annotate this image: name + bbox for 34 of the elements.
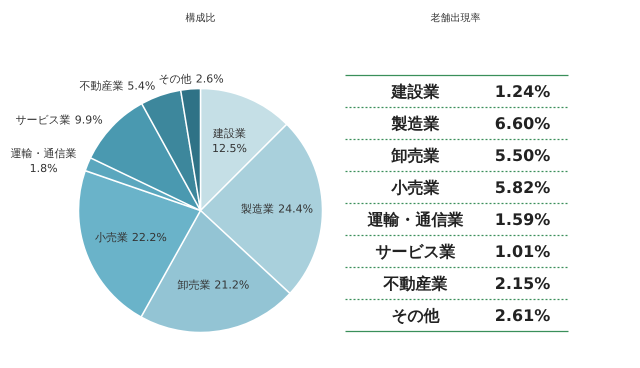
data-label: 24.4% <box>278 202 314 216</box>
data-label: 21.2% <box>214 278 250 292</box>
slice-label: サービス業 <box>16 114 71 127</box>
data-label: 9.9% <box>74 114 103 127</box>
data-label: 1.59% <box>494 210 550 229</box>
slice-label: その他 <box>158 72 192 86</box>
slice-label: 小売業 <box>94 230 128 244</box>
data-label: 1.24% <box>494 82 550 101</box>
chart-title: 構成比 <box>186 12 216 24</box>
category-label: 不動産業 <box>382 274 448 293</box>
data-label: 2.61% <box>494 306 550 325</box>
slice-label: 運輸・通信業 <box>10 146 77 160</box>
slice-label: 卸売業 <box>177 278 210 292</box>
data-label: 2.6% <box>196 72 224 86</box>
slice-label: 製造業 <box>241 202 274 216</box>
category-label: サービス業 <box>376 242 456 261</box>
text: 老舗出現率 <box>430 12 480 24</box>
category-label: その他 <box>392 306 440 325</box>
slice-label: 不動産業 <box>79 79 124 92</box>
data-label: 5.4% <box>127 79 156 92</box>
category-label: 建設業 <box>390 82 440 101</box>
category-label: 運輸・通信業 <box>366 210 464 229</box>
data-label: 1.8% <box>30 162 58 175</box>
data-label: 2.15% <box>494 274 550 293</box>
data-label: 1.01% <box>494 242 550 261</box>
data-label: 5.82% <box>494 178 550 197</box>
slice-label: 建設業 <box>212 127 246 140</box>
data-label: 12.5% <box>212 142 247 156</box>
category-label: 製造業 <box>390 114 440 133</box>
category-label: 卸売業 <box>390 146 440 165</box>
data-label: 6.60% <box>494 114 550 133</box>
category-label: 小売業 <box>390 178 440 197</box>
data-label: 22.2% <box>132 230 167 244</box>
data-label: 5.50% <box>494 146 550 165</box>
